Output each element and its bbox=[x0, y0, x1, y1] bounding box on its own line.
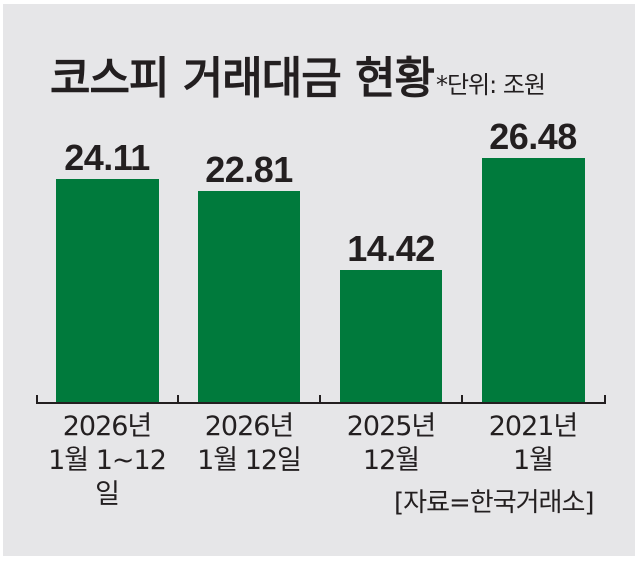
category-label-line1: 2025년 bbox=[346, 411, 437, 442]
unit-note: *단위: 조원 bbox=[435, 71, 546, 99]
value-label-4: 26.48 bbox=[489, 116, 577, 157]
category-label-line1: 2021년 bbox=[488, 411, 579, 442]
bar-2021-jan bbox=[482, 158, 585, 403]
x-axis-tick bbox=[177, 395, 179, 403]
chart-title: 코스피 거래대금 현황 bbox=[50, 53, 435, 104]
category-label-line2: 12월 bbox=[362, 445, 420, 476]
x-axis-line bbox=[36, 402, 606, 404]
category-label-line1: 2026년 bbox=[204, 411, 295, 442]
source-note: [자료=한국거래소] bbox=[394, 488, 595, 518]
x-axis-tick bbox=[36, 395, 38, 403]
category-label-2: 2026년 1월 12일 bbox=[179, 410, 319, 478]
value-label-2: 22.81 bbox=[205, 149, 293, 190]
category-label-line2: 1월 bbox=[512, 445, 554, 476]
value-label-3: 14.42 bbox=[347, 228, 435, 269]
bar-2026-jan-1-12 bbox=[56, 179, 159, 403]
category-label-line2: 1월 1~12일 bbox=[48, 445, 167, 510]
category-label-4: 2021년 1월 bbox=[463, 410, 603, 478]
chart-title-row: 코스피 거래대금 현황*단위: 조원 bbox=[50, 42, 546, 106]
category-label-line1: 2026년 bbox=[62, 411, 153, 442]
x-axis-tick bbox=[319, 395, 321, 403]
bar-2025-dec bbox=[340, 270, 442, 403]
x-axis-tick bbox=[604, 395, 606, 403]
bar-2026-jan-12 bbox=[198, 191, 300, 403]
category-label-line2: 1월 12일 bbox=[197, 445, 302, 476]
x-axis-tick bbox=[461, 395, 463, 403]
category-label-3: 2025년 12월 bbox=[321, 410, 461, 478]
value-label-1: 24.11 bbox=[64, 137, 150, 178]
category-label-1: 2026년 1월 1~12일 bbox=[37, 410, 177, 512]
